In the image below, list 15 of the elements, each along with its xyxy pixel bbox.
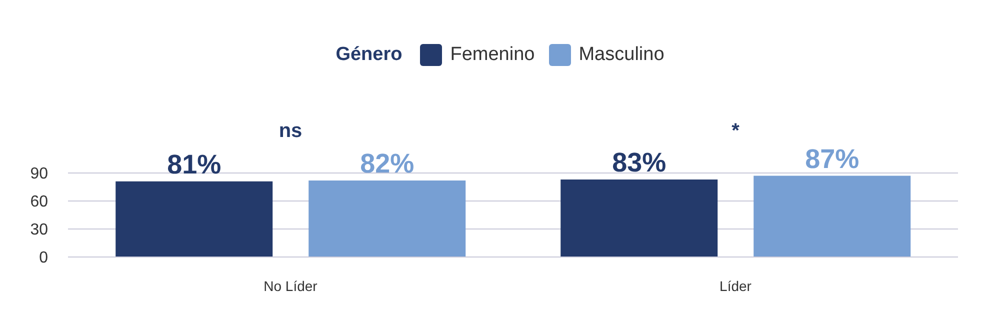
data-label: 83% (612, 148, 666, 178)
legend-label: Masculino (578, 44, 664, 66)
legend-title: Género (336, 44, 402, 66)
y-tick-label: 30 (30, 222, 48, 239)
y-tick-label: 0 (39, 250, 48, 267)
data-label: 81% (167, 149, 222, 180)
y-tick-label: 60 (30, 194, 48, 211)
data-label: 87% (805, 144, 860, 174)
legend-label: Femenino (449, 44, 535, 66)
y-tick-label: 90 (30, 166, 48, 183)
x-tick-label: Líder (720, 278, 752, 294)
data-label: 82% (360, 148, 414, 178)
x-tick-label: No Líder (264, 278, 318, 294)
text: * (732, 120, 740, 142)
text: ns (278, 120, 302, 142)
